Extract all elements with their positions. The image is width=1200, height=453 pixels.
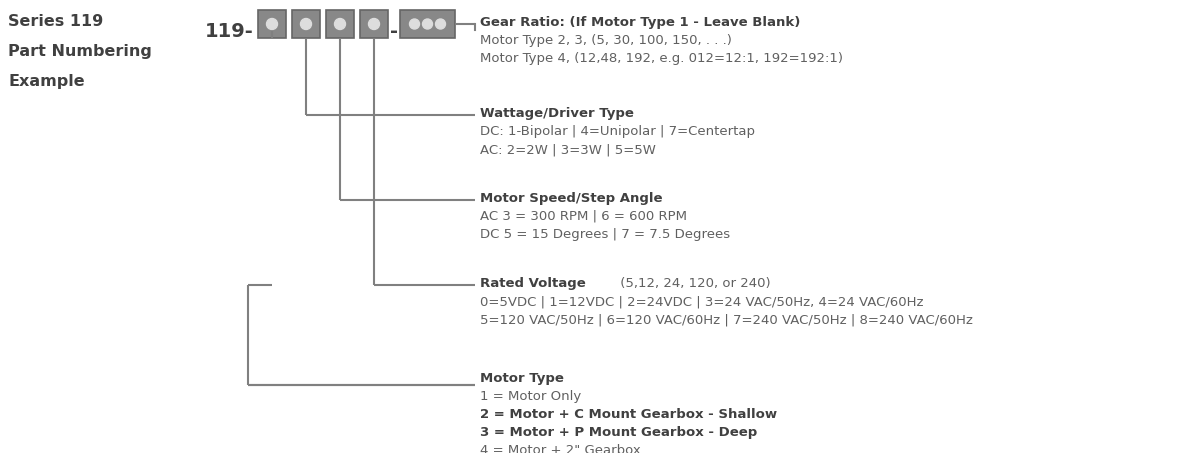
Text: DC: 1-Bipolar | 4=Unipolar | 7=Centertap: DC: 1-Bipolar | 4=Unipolar | 7=Centertap	[480, 125, 755, 138]
Text: Motor Type 4, (12,48, 192, e.g. 012=12:1, 192=192:1): Motor Type 4, (12,48, 192, e.g. 012=12:1…	[480, 52, 842, 65]
Text: Wattage/Driver Type: Wattage/Driver Type	[480, 107, 634, 120]
Text: Part Numbering: Part Numbering	[8, 44, 152, 59]
Bar	[292, 10, 320, 38]
Text: Gear Ratio: (If Motor Type 1 - Leave Blank): Gear Ratio: (If Motor Type 1 - Leave Bla…	[480, 16, 800, 29]
Circle shape	[409, 19, 420, 29]
Text: AC: 2=2W | 3=3W | 5=5W: AC: 2=2W | 3=3W | 5=5W	[480, 143, 656, 156]
Text: (5,12, 24, 120, or 240): (5,12, 24, 120, or 240)	[617, 277, 772, 290]
Text: -: -	[390, 22, 398, 41]
Text: DC 5 = 15 Degrees | 7 = 7.5 Degrees: DC 5 = 15 Degrees | 7 = 7.5 Degrees	[480, 228, 730, 241]
Bar	[360, 10, 388, 38]
Circle shape	[300, 19, 312, 29]
Circle shape	[368, 19, 379, 29]
Bar	[326, 10, 354, 38]
Text: 4 = Motor + 2" Gearbox: 4 = Motor + 2" Gearbox	[480, 444, 641, 453]
Text: 5=120 VAC/50Hz | 6=120 VAC/60Hz | 7=240 VAC/50Hz | 8=240 VAC/60Hz: 5=120 VAC/50Hz | 6=120 VAC/60Hz | 7=240 …	[480, 313, 973, 326]
Bar	[258, 10, 286, 38]
Text: Series 119: Series 119	[8, 14, 103, 29]
Text: Motor Type: Motor Type	[480, 372, 564, 385]
Text: 2 = Motor + C Mount Gearbox - Shallow: 2 = Motor + C Mount Gearbox - Shallow	[480, 408, 778, 421]
Text: 1 = Motor Only: 1 = Motor Only	[480, 390, 581, 403]
Bar	[400, 10, 455, 38]
Text: Motor Speed/Step Angle: Motor Speed/Step Angle	[480, 192, 662, 205]
Circle shape	[422, 19, 432, 29]
Text: Motor Type 2, 3, (5, 30, 100, 150, . . .): Motor Type 2, 3, (5, 30, 100, 150, . . .…	[480, 34, 732, 47]
Circle shape	[335, 19, 346, 29]
Text: AC 3 = 300 RPM | 6 = 600 RPM: AC 3 = 300 RPM | 6 = 600 RPM	[480, 210, 686, 223]
Circle shape	[266, 19, 277, 29]
Text: Example: Example	[8, 74, 85, 89]
Text: 119-: 119-	[205, 22, 253, 41]
Text: Rated Voltage: Rated Voltage	[480, 277, 586, 290]
Circle shape	[436, 19, 445, 29]
Text: 0=5VDC | 1=12VDC | 2=24VDC | 3=24 VAC/50Hz, 4=24 VAC/60Hz: 0=5VDC | 1=12VDC | 2=24VDC | 3=24 VAC/50…	[480, 295, 924, 308]
Text: 3 = Motor + P Mount Gearbox - Deep: 3 = Motor + P Mount Gearbox - Deep	[480, 426, 757, 439]
